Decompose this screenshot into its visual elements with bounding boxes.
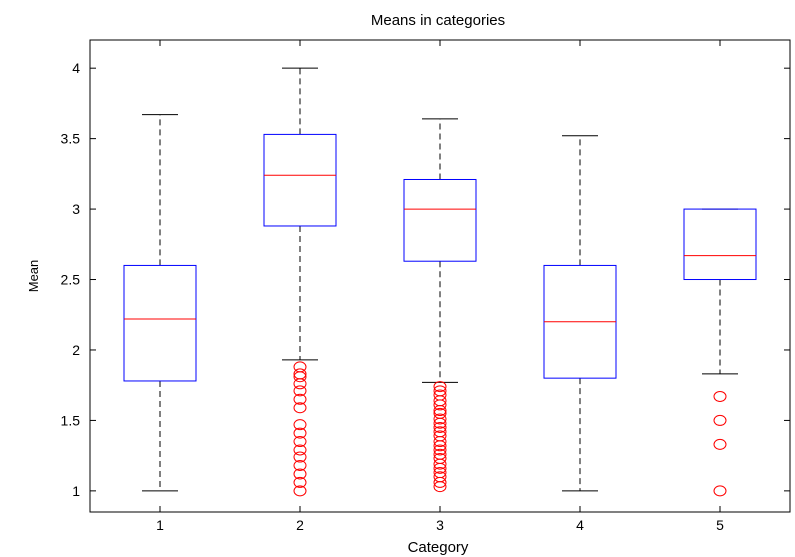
x-tick-label: 5 bbox=[716, 517, 724, 533]
y-tick-label: 2.5 bbox=[61, 272, 81, 288]
outlier-point bbox=[433, 417, 447, 429]
x-tick-label: 1 bbox=[156, 517, 164, 533]
outlier-point bbox=[713, 438, 727, 450]
outlier-point bbox=[293, 451, 307, 463]
x-axis-label: Category bbox=[408, 539, 469, 556]
x-tick-label: 3 bbox=[436, 517, 444, 533]
outlier-point bbox=[433, 405, 447, 417]
box bbox=[263, 133, 337, 227]
outlier-point bbox=[433, 481, 447, 493]
outlier-point bbox=[293, 476, 307, 488]
outlier-point bbox=[433, 476, 447, 488]
y-tick-label: 4 bbox=[72, 60, 80, 76]
chart-title: Means in categories bbox=[371, 12, 505, 29]
outlier-point bbox=[713, 485, 727, 497]
outlier-point bbox=[433, 444, 447, 456]
box bbox=[403, 178, 477, 262]
outlier-point bbox=[433, 458, 447, 470]
y-tick-label: 1.5 bbox=[61, 412, 81, 428]
outlier-point bbox=[433, 462, 447, 474]
outlier-point bbox=[293, 485, 307, 497]
outlier-point bbox=[293, 371, 307, 383]
outlier-point bbox=[433, 395, 447, 407]
outlier-point bbox=[713, 414, 727, 426]
y-tick-label: 1 bbox=[72, 483, 80, 499]
outlier-point bbox=[293, 427, 307, 439]
outlier-point bbox=[293, 436, 307, 448]
outlier-point bbox=[293, 468, 307, 480]
outlier-point bbox=[433, 421, 447, 433]
x-tick-label: 2 bbox=[296, 517, 304, 533]
box bbox=[123, 264, 197, 382]
outlier-point bbox=[293, 368, 307, 380]
outlier-point bbox=[293, 419, 307, 431]
y-tick-label: 3 bbox=[72, 201, 80, 217]
outlier-point bbox=[293, 460, 307, 472]
outlier-point bbox=[433, 436, 447, 448]
box bbox=[683, 208, 757, 281]
outlier-point bbox=[433, 385, 447, 397]
y-tick-label: 3.5 bbox=[61, 131, 81, 147]
outlier-point bbox=[433, 381, 447, 393]
outlier-point bbox=[293, 378, 307, 390]
outlier-point bbox=[293, 444, 307, 456]
y-axis-label: Mean bbox=[26, 260, 41, 293]
outlier-point bbox=[713, 390, 727, 402]
outlier-point bbox=[293, 393, 307, 405]
outlier-point bbox=[433, 440, 447, 452]
outlier-point bbox=[433, 413, 447, 425]
outlier-point bbox=[433, 399, 447, 411]
x-tick-label: 4 bbox=[576, 517, 584, 533]
y-tick-label: 2 bbox=[72, 342, 80, 358]
outlier-point bbox=[293, 385, 307, 397]
outlier-point bbox=[293, 402, 307, 414]
